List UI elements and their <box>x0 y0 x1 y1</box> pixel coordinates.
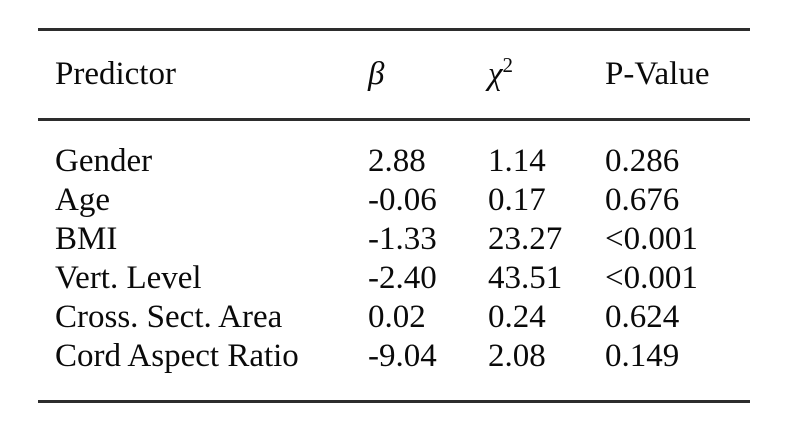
table-row-bmi: BMI -1.33 23.27 <0.001 <box>38 220 750 259</box>
cell-beta: -1.33 <box>368 221 437 257</box>
cell-beta: -2.40 <box>368 260 437 296</box>
cell-beta: -9.04 <box>368 338 437 374</box>
table-row-vert-level: Vert. Level -2.40 43.51 <0.001 <box>38 259 750 298</box>
table-mid-rule <box>38 118 750 121</box>
cell-beta: 2.88 <box>368 143 426 179</box>
cell-pvalue: <0.001 <box>605 260 698 296</box>
cell-predictor: BMI <box>55 221 118 257</box>
cell-pvalue: <0.001 <box>605 221 698 257</box>
cell-predictor: Gender <box>55 143 153 179</box>
cell-pvalue: 0.624 <box>605 299 680 335</box>
cell-beta: -0.06 <box>368 182 437 218</box>
table-top-rule <box>38 28 750 31</box>
cell-chi2: 43.51 <box>488 260 563 296</box>
table-row-age: Age -0.06 0.17 0.676 <box>38 181 750 220</box>
cell-beta: 0.02 <box>368 299 426 335</box>
col-header-pvalue: P-Value <box>605 56 710 92</box>
table-row-gender: Gender 2.88 1.14 0.286 <box>38 142 750 181</box>
cell-predictor: Cord Aspect Ratio <box>55 338 299 374</box>
cell-chi2: 1.14 <box>488 143 546 179</box>
cell-predictor: Age <box>55 182 110 218</box>
cell-pvalue: 0.286 <box>605 143 680 179</box>
col-header-beta: β <box>368 56 385 92</box>
regression-results-table: Predictor β χ2 P-Value Gender 2.88 1.14 … <box>38 28 750 403</box>
cell-chi2: 23.27 <box>488 221 563 257</box>
col-header-chi-squared: χ2 <box>488 53 605 93</box>
cell-chi2: 2.08 <box>488 338 546 374</box>
col-header-predictor: Predictor <box>55 56 176 92</box>
cell-chi2: 0.24 <box>488 299 546 335</box>
chi-symbol: χ <box>488 56 503 92</box>
cell-chi2: 0.17 <box>488 182 546 218</box>
table-row-cross-sect-area: Cross. Sect. Area 0.02 0.24 0.624 <box>38 298 750 337</box>
table-row-cord-aspect-ratio: Cord Aspect Ratio -9.04 2.08 0.149 <box>38 337 750 376</box>
table-header-row: Predictor β χ2 P-Value <box>38 31 750 118</box>
cell-predictor: Cross. Sect. Area <box>55 299 283 335</box>
chi-superscript: 2 <box>502 53 514 78</box>
table-body: Gender 2.88 1.14 0.286 Age -0.06 0.17 0.… <box>38 121 750 400</box>
cell-predictor: Vert. Level <box>55 260 202 296</box>
table-bottom-rule <box>38 400 750 403</box>
cell-pvalue: 0.676 <box>605 182 680 218</box>
cell-pvalue: 0.149 <box>605 338 680 374</box>
